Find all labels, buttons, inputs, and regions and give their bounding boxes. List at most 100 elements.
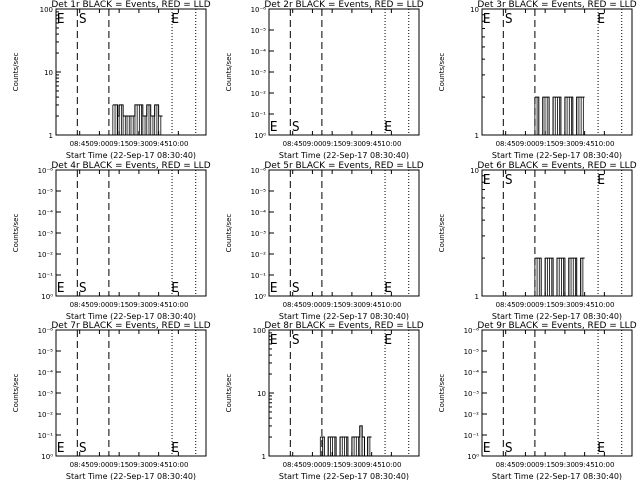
detector-panel-9: Det 9r BLACK = Events, RED = LLD Counts/s… [438, 321, 637, 480]
panel-title: Det 1r BLACK = Events, RED = LLD [51, 0, 210, 10]
x-tick-label: 09:00 [515, 461, 535, 469]
y-tick-label: 10⁻² [38, 251, 54, 259]
panel-title: Det 7r BLACK = Events, RED = LLD [51, 321, 210, 331]
x-tick-label: 09:15 [322, 140, 342, 148]
x-tick-label: 09:00 [89, 140, 109, 148]
x-tick-label: 09:45 [362, 461, 382, 469]
y-tick-label: 10⁻⁵ [38, 348, 54, 356]
x-tick-label: 09:30 [555, 461, 575, 469]
y-tick-label: 10⁰ [467, 453, 479, 461]
detector-panel-8: Det 8r BLACK = Events, RED = LLD Counts/s… [225, 321, 424, 480]
y-tick-label: 10⁻⁴ [251, 48, 267, 56]
x-tick-label: 09:15 [322, 301, 342, 309]
x-axis-label: Start Time (22-Sep-17 08:30:40) [492, 472, 622, 480]
panel-title: Det 9r BLACK = Events, RED = LLD [477, 321, 636, 331]
y-tick-label: 10⁻¹ [38, 432, 54, 440]
marker-e-right: E [171, 12, 179, 27]
marker-e-right: E [171, 441, 179, 456]
y-tick-label: 10⁰ [41, 453, 53, 461]
x-tick-label: 09:00 [89, 461, 109, 469]
events-series [534, 257, 585, 297]
x-tick-label: 10:00 [594, 140, 614, 148]
x-tick-label: 09:15 [322, 461, 342, 469]
marker-e-right: E [171, 281, 179, 296]
panel-title: Det 8r BLACK = Events, RED = LLD [264, 321, 423, 331]
detector-panel-2: Det 2r BLACK = Events, RED = LLD Counts/s… [225, 0, 424, 160]
x-tick-label: 08:45 [70, 461, 90, 469]
x-tick-label: 09:45 [575, 140, 595, 148]
x-axis-label: Start Time (22-Sep-17 08:30:40) [492, 151, 622, 160]
panel-title: Det 4r BLACK = Events, RED = LLD [51, 161, 210, 171]
x-tick-label: 09:15 [109, 301, 129, 309]
detector-panel-3: Det 3r BLACK = Events, RED = LLD Counts/s… [438, 0, 637, 160]
y-tick-label: 10⁻⁶ [464, 327, 480, 335]
panel-title: Det 3r BLACK = Events, RED = LLD [477, 0, 636, 10]
x-tick-label: 08:45 [283, 301, 303, 309]
y-tick-label: 1 [49, 132, 53, 140]
y-axis-label: Counts/sec [225, 53, 233, 92]
x-tick-label: 09:00 [302, 140, 322, 148]
x-tick-label: 10:00 [381, 140, 401, 148]
x-tick-label: 10:00 [168, 140, 188, 148]
x-tick-label: 10:00 [594, 301, 614, 309]
detector-panel-6: Det 6r BLACK = Events, RED = LLD Counts/s… [438, 161, 637, 321]
y-tick-label: 1 [475, 293, 479, 301]
marker-e-right: E [597, 12, 605, 27]
y-tick-label: 1 [475, 132, 479, 140]
x-tick-label: 09:30 [342, 140, 362, 148]
x-tick-label: 08:45 [496, 461, 516, 469]
x-axis-label: Start Time (22-Sep-17 08:30:40) [66, 312, 196, 321]
x-tick-label: 09:30 [129, 140, 149, 148]
y-tick-label: 10⁻³ [251, 230, 267, 238]
y-tick-label: 10⁻³ [38, 230, 54, 238]
y-tick-label: 10⁻¹ [38, 272, 54, 280]
x-tick-label: 08:45 [70, 140, 90, 148]
marker-e-left: E [483, 173, 491, 188]
y-axis-label: Counts/sec [12, 374, 20, 413]
marker-e-right: E [597, 441, 605, 456]
x-tick-label: 09:45 [149, 461, 169, 469]
marker-e-right: E [384, 281, 392, 296]
marker-s: S [505, 441, 513, 456]
plot-frame [481, 8, 633, 136]
marker-s: S [505, 173, 513, 188]
y-tick-label: 10⁻² [464, 411, 480, 419]
x-axis-label: Start Time (22-Sep-17 08:30:40) [279, 472, 409, 480]
y-tick-label: 10 [257, 390, 266, 398]
x-tick-label: 09:15 [535, 461, 555, 469]
x-axis-label: Start Time (22-Sep-17 08:30:40) [492, 312, 622, 321]
plot-frame [268, 8, 420, 136]
x-axis-label: Start Time (22-Sep-17 08:30:40) [279, 312, 409, 321]
y-tick-label: 10⁻³ [38, 390, 54, 398]
marker-s: S [79, 441, 87, 456]
y-tick-label: 10⁻¹ [251, 272, 267, 280]
marker-e-left: E [270, 333, 278, 348]
events-series [112, 104, 163, 117]
y-tick-label: 100 [253, 327, 266, 335]
x-tick-label: 08:45 [496, 140, 516, 148]
y-axis-label: Counts/sec [438, 214, 446, 253]
x-tick-label: 09:30 [342, 301, 362, 309]
marker-e-left: E [57, 12, 65, 27]
x-tick-label: 09:30 [129, 301, 149, 309]
y-tick-label: 10 [470, 167, 479, 175]
x-tick-label: 09:15 [535, 140, 555, 148]
x-tick-label: 09:00 [515, 301, 535, 309]
x-tick-label: 09:00 [302, 461, 322, 469]
y-tick-label: 10 [44, 69, 53, 77]
y-tick-label: 10⁻⁴ [38, 369, 54, 377]
x-tick-label: 10:00 [168, 461, 188, 469]
x-axis-label: Start Time (22-Sep-17 08:30:40) [66, 151, 196, 160]
events-series [534, 96, 585, 136]
x-tick-label: 09:00 [515, 140, 535, 148]
plot-frame [268, 169, 420, 297]
marker-e-right: E [384, 120, 392, 135]
x-tick-label: 09:45 [149, 140, 169, 148]
plot-frame [481, 329, 633, 457]
y-tick-label: 10⁰ [254, 132, 266, 140]
x-tick-label: 09:45 [362, 301, 382, 309]
marker-e-left: E [483, 12, 491, 27]
plot-frame [55, 329, 207, 457]
x-axis-label: Start Time (22-Sep-17 08:30:40) [66, 472, 196, 480]
marker-e-left: E [270, 281, 278, 296]
